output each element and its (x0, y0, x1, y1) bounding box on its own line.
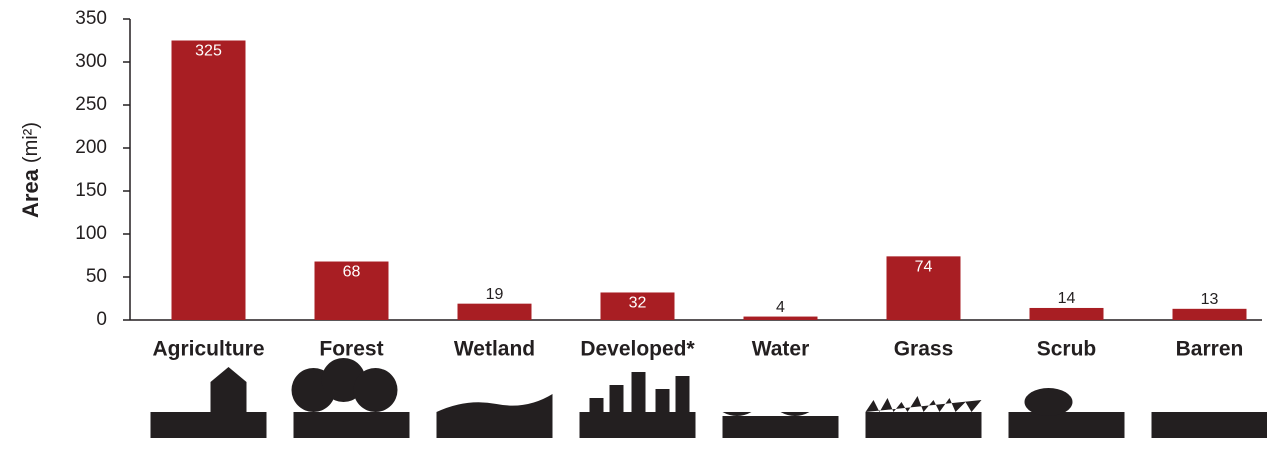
icon-ground (293, 412, 410, 438)
bar (171, 40, 246, 320)
y-tick-label: 300 (75, 51, 107, 72)
x-tick-label: Wetland (454, 338, 535, 361)
icon-building (631, 372, 646, 412)
y-axis-label: Area (mi²) (18, 122, 43, 218)
x-tick-label: Barren (1176, 338, 1244, 361)
bar (1029, 307, 1104, 320)
icon-building (589, 398, 604, 438)
icon-shrub (1024, 388, 1073, 416)
icon-ground (1008, 412, 1125, 438)
x-tick-label: Water (752, 338, 810, 361)
bar (1172, 308, 1247, 320)
y-tick-label: 250 (75, 94, 107, 115)
value-label: 74 (915, 259, 933, 276)
y-tick-label: 0 (96, 309, 107, 330)
icon-ground (722, 412, 839, 438)
value-label: 68 (343, 264, 361, 281)
y-tick-label: 100 (75, 223, 107, 244)
icon-ground (436, 412, 553, 438)
y-tick-label: 150 (75, 180, 107, 201)
x-tick-label: Grass (894, 338, 954, 361)
icons (150, 358, 1267, 438)
bar (314, 261, 389, 320)
icon-building (655, 389, 670, 429)
value-label: 32 (629, 295, 647, 312)
y-label: Area (18, 168, 43, 218)
icon-ground (865, 412, 982, 438)
icon-grass (865, 396, 982, 412)
value-label: 14 (1058, 290, 1076, 307)
y-tick-label: 200 (75, 137, 107, 158)
icon-ground (1151, 412, 1267, 438)
y-tick-label: 50 (86, 266, 107, 287)
icon-building (675, 376, 690, 416)
x-tick-label: Forest (319, 338, 383, 361)
bar (457, 303, 532, 320)
icon-reeds (436, 394, 553, 412)
icon-barn (210, 367, 247, 412)
x-tick-label: Scrub (1037, 338, 1097, 361)
x-tick-label: Developed* (580, 338, 695, 361)
icon-wave (722, 408, 839, 416)
bar (886, 256, 961, 320)
y-tick-label: 350 (75, 8, 107, 29)
bar (743, 316, 818, 320)
value-label: 325 (195, 43, 222, 60)
value-label: 13 (1201, 291, 1219, 308)
bar (600, 292, 675, 320)
value-label: 19 (486, 286, 504, 303)
icon-building (609, 385, 624, 425)
value-label: 4 (776, 299, 785, 316)
y-label-unit: (mi²) (20, 122, 42, 163)
icon-ground (150, 412, 267, 438)
icon-tree (353, 368, 398, 412)
x-tick-label: Agriculture (152, 338, 264, 361)
